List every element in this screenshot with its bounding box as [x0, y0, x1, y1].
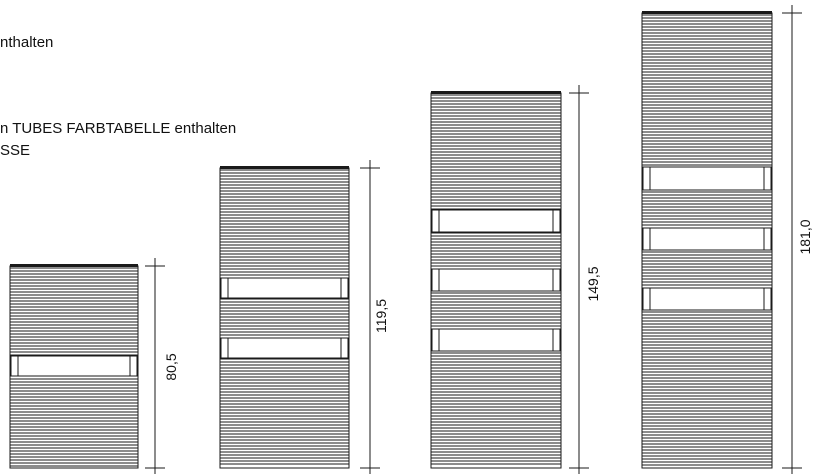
open-section: [642, 227, 772, 251]
radiator-3: 149,5: [430, 85, 601, 474]
top-cap: [220, 166, 349, 169]
radiator-2: 119,5: [219, 160, 389, 474]
height-label: 181,0: [797, 219, 813, 254]
open-section: [642, 166, 772, 191]
radiator-1: 80,5: [9, 258, 179, 474]
height-label: 119,5: [373, 299, 389, 333]
open-section: [220, 277, 349, 299]
note-line-3: SSE: [0, 142, 31, 159]
open-section: [642, 287, 772, 311]
height-label: 149,5: [585, 266, 601, 301]
open-section: [220, 337, 349, 359]
radiator-frame: [219, 167, 350, 469]
top-cap: [431, 91, 561, 94]
note-line-2: n TUBES FARBTABELLE enthalten: [0, 120, 237, 137]
height-label: 80,5: [163, 353, 179, 380]
open-section: [431, 328, 561, 352]
open-section: [431, 268, 561, 292]
top-cap: [10, 264, 138, 267]
note-line-1: nthalten: [0, 34, 54, 51]
open-section: [10, 355, 138, 377]
top-cap: [642, 11, 772, 14]
radiator-4: 181,0: [641, 5, 813, 474]
open-section: [431, 209, 561, 233]
